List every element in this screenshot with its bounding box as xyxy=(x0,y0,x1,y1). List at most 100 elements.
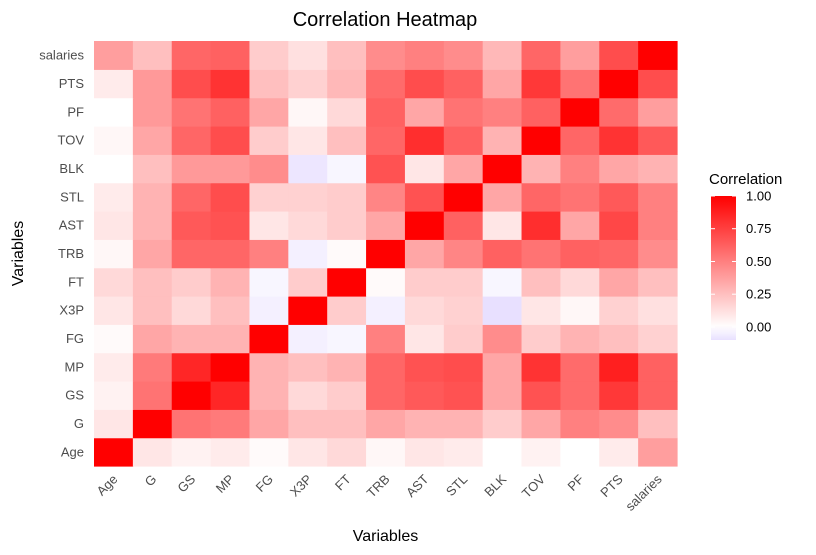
heatmap-cell-salaries-TRB xyxy=(366,41,406,70)
heatmap-cell-PF-TOV xyxy=(521,97,561,127)
heatmap-cell-AST-FT xyxy=(327,211,367,240)
heatmap-cell-BLK-MP xyxy=(210,154,251,184)
heatmap-cell-X3P-GS xyxy=(171,296,212,325)
heatmap-cell-PF-PF xyxy=(560,97,600,127)
legend: Correlation 1.00 0.75 0.50 0.25 0.00 xyxy=(709,171,782,340)
heatmap-cell-STL-AST xyxy=(404,182,445,212)
heatmap-cell-Age-PTS xyxy=(599,437,639,467)
heatmap-cell-STL-X3P xyxy=(288,182,328,212)
heatmap-cell-Age-TOV xyxy=(521,437,561,467)
x-tick-label: MP xyxy=(213,472,237,496)
heatmap-cell-FG-PF xyxy=(560,324,600,354)
heatmap-cell-PTS-FG xyxy=(249,69,289,99)
heatmap-cell-Age-BLK xyxy=(482,437,523,467)
heatmap-cell-salaries-FG xyxy=(249,41,289,70)
heatmap-cell-X3P-Age xyxy=(94,296,134,325)
heatmap-cell-FT-FG xyxy=(249,267,289,297)
chart-title: Correlation Heatmap xyxy=(293,9,478,31)
heatmap-cell-AST-PF xyxy=(560,211,600,240)
heatmap-cell-TRB-X3P xyxy=(288,239,328,269)
y-tick-label: GS xyxy=(65,388,84,403)
y-tick-label: salaries xyxy=(39,48,84,63)
heatmap-cell-STL-G xyxy=(132,182,173,212)
legend-ticks: 1.00 0.75 0.50 0.25 0.00 xyxy=(711,189,771,334)
heatmap-cell-X3P-G xyxy=(132,296,173,325)
heatmap-cell-salaries-STL xyxy=(443,41,484,70)
heatmap-cell-TOV-AST xyxy=(404,126,445,155)
heatmap-cell-FT-PF xyxy=(560,267,600,297)
heatmap-cell-TOV-salaries xyxy=(638,126,678,155)
x-tick-label: BLK xyxy=(481,471,509,499)
heatmap-cell-STL-BLK xyxy=(482,182,523,212)
heatmap-cell-MP-MP xyxy=(210,352,251,382)
heatmap-cell-GS-MP xyxy=(210,381,251,410)
y-tick-label: TRB xyxy=(58,246,84,261)
heatmap-cell-MP-AST xyxy=(404,352,445,382)
heatmap-cell-AST-AST xyxy=(404,211,445,240)
heatmap-cell-FG-FG xyxy=(249,324,289,354)
x-tick-label: STL xyxy=(443,472,470,499)
heatmap-cell-STL-FT xyxy=(327,182,367,212)
heatmap-cell-TRB-PTS xyxy=(599,239,639,269)
x-tick-label: FG xyxy=(253,472,276,495)
heatmap-cell-FG-salaries xyxy=(638,324,678,354)
heatmap-cell-Age-PF xyxy=(560,437,600,467)
x-tick-label: PF xyxy=(565,471,587,493)
heatmap-cell-GS-Age xyxy=(94,381,134,410)
y-tick-label: G xyxy=(74,416,84,431)
heatmap-cell-BLK-Age xyxy=(94,154,134,184)
heatmap-cell-G-BLK xyxy=(482,409,523,439)
heatmap-cell-salaries-FT xyxy=(327,41,367,70)
x-tick-label: TRB xyxy=(364,472,393,501)
heatmap-cell-TOV-STL xyxy=(443,126,484,155)
heatmap-cell-PF-X3P xyxy=(288,97,328,127)
x-tick-label: TOV xyxy=(519,471,549,501)
heatmap-cell-AST-salaries xyxy=(638,211,678,240)
heatmap-cell-GS-TRB xyxy=(366,381,406,410)
heatmap-cell-TOV-PTS xyxy=(599,126,639,155)
heatmap-cell-Age-STL xyxy=(443,437,484,467)
heatmap-cell-GS-FG xyxy=(249,381,289,410)
heatmap-cell-STL-TRB xyxy=(366,182,406,212)
heatmap-cell-BLK-GS xyxy=(171,154,212,184)
heatmap-cell-TOV-Age xyxy=(94,126,134,155)
heatmap-cell-PF-STL xyxy=(443,97,484,127)
heatmap-cell-PF-GS xyxy=(171,97,212,127)
heatmap-cell-TOV-MP xyxy=(210,126,251,155)
heatmap-cell-FG-STL xyxy=(443,324,484,354)
heatmap-cell-FT-TOV xyxy=(521,267,561,297)
heatmap-cell-MP-GS xyxy=(171,352,212,382)
heatmap-cell-PF-FG xyxy=(249,97,289,127)
heatmap-cell-salaries-Age xyxy=(94,41,134,70)
heatmap-cell-GS-G xyxy=(132,381,173,410)
heatmap-cell-AST-STL xyxy=(443,211,484,240)
heatmap-cell-AST-MP xyxy=(210,211,251,240)
x-tick-label: salaries xyxy=(622,471,665,514)
heatmap-cell-MP-FT xyxy=(327,352,367,382)
heatmap-cell-FT-STL xyxy=(443,267,484,297)
heatmap-cell-Age-Age xyxy=(94,437,134,467)
heatmap-cell-FG-X3P xyxy=(288,324,328,354)
heatmap-cell-MP-FG xyxy=(249,352,289,382)
heatmap-cell-PF-BLK xyxy=(482,97,523,127)
heatmap-cell-GS-salaries xyxy=(638,381,678,410)
legend-tick-label: 0.50 xyxy=(746,254,771,269)
heatmap-cell-X3P-STL xyxy=(443,296,484,325)
heatmap-cell-TOV-FG xyxy=(249,126,289,155)
heatmap-cell-salaries-AST xyxy=(404,41,445,70)
heatmap-cell-G-X3P xyxy=(288,409,328,439)
heatmap-cell-TRB-GS xyxy=(171,239,212,269)
heatmap-cell-TRB-STL xyxy=(443,239,484,269)
heatmap-cell-PTS-TRB xyxy=(366,69,406,99)
heatmap-cell-PF-MP xyxy=(210,97,251,127)
y-tick-label: PTS xyxy=(59,76,85,91)
heatmap-cell-MP-BLK xyxy=(482,352,523,382)
heatmap-cell-FG-TRB xyxy=(366,324,406,354)
heatmap-cell-PTS-PF xyxy=(560,69,600,99)
heatmap-cell-FG-MP xyxy=(210,324,251,354)
heatmap-cell-Age-FG xyxy=(249,437,289,467)
heatmap-cell-BLK-TRB xyxy=(366,154,406,184)
heatmap-cell-PTS-GS xyxy=(171,69,212,99)
heatmap-cell-Age-MP xyxy=(210,437,251,467)
heatmap-cell-GS-AST xyxy=(404,381,445,410)
